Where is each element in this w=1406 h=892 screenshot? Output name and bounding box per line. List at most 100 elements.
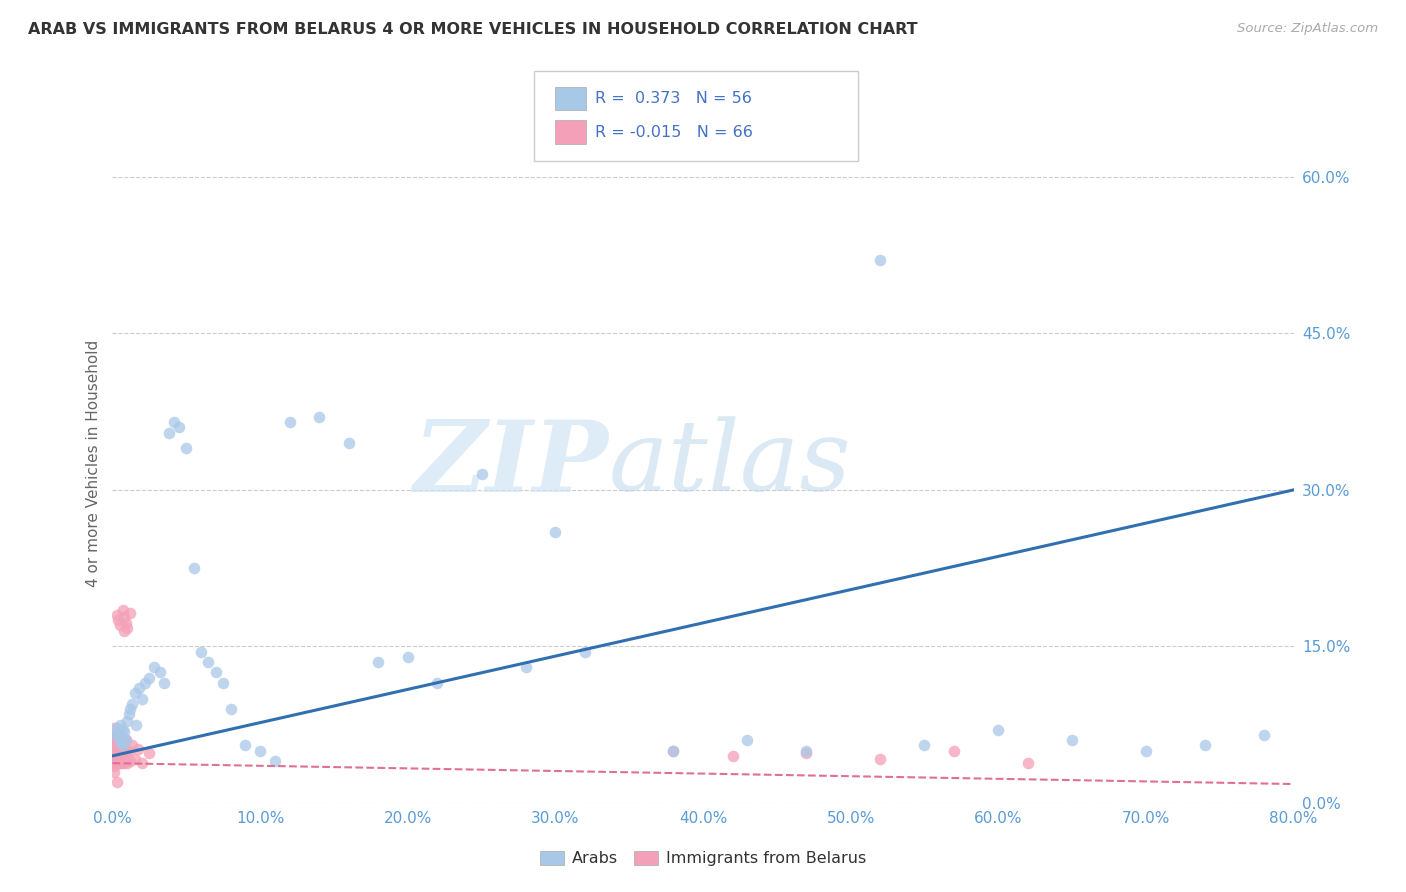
Point <box>112 741 135 756</box>
Point <box>117 756 138 771</box>
Legend: Arabs, Immigrants from Belarus: Arabs, Immigrants from Belarus <box>533 845 873 872</box>
Point <box>470 467 494 482</box>
Point <box>105 775 128 789</box>
Point <box>103 739 125 753</box>
Point <box>107 733 129 747</box>
Point <box>721 748 744 763</box>
Point <box>118 707 141 722</box>
Point <box>108 756 131 771</box>
Text: ARAB VS IMMIGRANTS FROM BELARUS 4 OR MORE VEHICLES IN HOUSEHOLD CORRELATION CHAR: ARAB VS IMMIGRANTS FROM BELARUS 4 OR MOR… <box>28 22 918 37</box>
Point <box>219 702 242 716</box>
Text: R = -0.015   N = 66: R = -0.015 N = 66 <box>595 125 752 139</box>
Point <box>737 733 759 747</box>
Point <box>111 746 134 760</box>
Point <box>131 756 153 771</box>
Point <box>869 253 891 268</box>
Point <box>205 665 228 680</box>
Point <box>110 756 132 771</box>
Point <box>124 752 146 766</box>
Point <box>367 655 389 669</box>
Point <box>426 676 449 690</box>
Point <box>1017 756 1039 771</box>
Point <box>111 723 134 737</box>
Point <box>107 724 129 739</box>
Point <box>105 728 128 742</box>
Point <box>796 744 818 758</box>
Point <box>662 744 685 758</box>
Point <box>138 671 160 685</box>
Point <box>103 752 125 766</box>
Point <box>103 728 125 742</box>
Point <box>110 741 132 756</box>
Point <box>104 728 127 742</box>
Point <box>107 739 129 753</box>
Point <box>128 681 150 695</box>
Point <box>142 660 165 674</box>
Point <box>103 759 125 773</box>
Point <box>337 436 360 450</box>
Point <box>105 754 128 768</box>
Point <box>124 686 146 700</box>
Point <box>212 676 235 690</box>
Point <box>233 739 256 753</box>
Point <box>108 748 131 763</box>
Point <box>869 752 891 766</box>
Point <box>1253 728 1275 742</box>
Point <box>114 733 136 747</box>
Point <box>103 721 125 735</box>
Point <box>157 425 180 440</box>
Point <box>942 744 965 758</box>
Point <box>197 655 219 669</box>
Point <box>103 735 125 749</box>
Point <box>108 739 131 753</box>
Point <box>120 606 142 620</box>
Point <box>112 756 135 771</box>
Point <box>174 441 197 455</box>
Point <box>108 618 131 632</box>
Point <box>249 744 271 758</box>
Point <box>114 616 136 631</box>
Point <box>105 608 128 623</box>
Text: R =  0.373   N = 56: R = 0.373 N = 56 <box>595 91 752 105</box>
Point <box>117 621 138 635</box>
Point <box>125 717 148 731</box>
Point <box>108 717 131 731</box>
Text: ZIP: ZIP <box>413 416 609 512</box>
Point <box>111 733 134 747</box>
Point <box>112 724 135 739</box>
Point <box>153 676 176 690</box>
Point <box>118 744 141 758</box>
Point <box>105 744 128 758</box>
Point <box>104 728 127 742</box>
Text: atlas: atlas <box>609 417 851 511</box>
Point <box>105 721 128 735</box>
Point <box>796 746 818 760</box>
Point <box>105 735 128 749</box>
Point <box>112 610 135 624</box>
Point <box>134 676 156 690</box>
Point <box>396 649 419 664</box>
Point <box>110 731 132 746</box>
Point <box>104 752 127 766</box>
Point <box>107 756 129 771</box>
Point <box>114 733 136 747</box>
Point <box>105 746 128 760</box>
Text: Source: ZipAtlas.com: Source: ZipAtlas.com <box>1237 22 1378 36</box>
Point <box>183 561 205 575</box>
Point <box>264 754 287 768</box>
Point <box>105 756 128 771</box>
Point <box>112 624 135 638</box>
Point <box>117 714 138 729</box>
Point <box>104 756 127 771</box>
Point <box>111 739 134 753</box>
Point <box>138 746 160 760</box>
Point <box>111 603 134 617</box>
Point <box>104 746 127 760</box>
Point <box>121 739 143 753</box>
Point <box>278 415 301 429</box>
Point <box>110 752 132 766</box>
Point <box>121 697 143 711</box>
Point <box>914 739 936 753</box>
Point <box>574 644 596 658</box>
Point <box>308 409 330 424</box>
